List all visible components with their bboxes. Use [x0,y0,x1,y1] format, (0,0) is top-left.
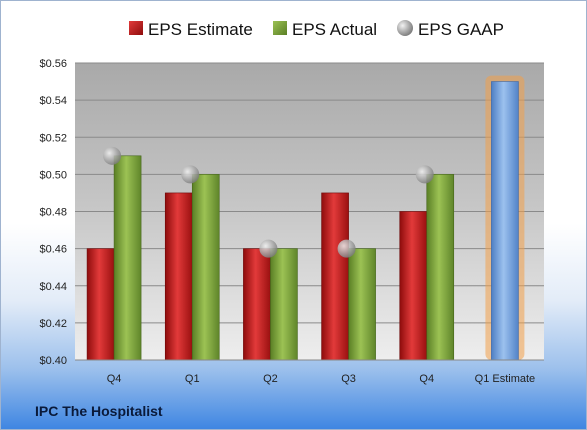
gaap-marker [337,239,356,258]
y-tick-label: $0.56 [39,58,67,70]
x-tick-label: Q1 [185,373,200,385]
gaap-marker [181,165,200,184]
bar-actual [348,248,376,361]
legend-label-gaap: EPS GAAP [418,20,504,39]
x-tick-label: Q2 [263,373,278,385]
bar-estimate [321,192,349,361]
x-tick-label: Q4 [107,373,122,385]
y-tick-label: $0.50 [39,169,67,181]
company-name: IPC The Hospitalist [35,403,163,419]
y-tick-label: $0.46 [39,244,67,256]
y-tick-label: $0.48 [39,207,67,219]
gaap-marker [103,146,122,165]
bar-actual [426,174,455,361]
legend-label-estimate: EPS Estimate [148,20,253,39]
x-axis: Q4 Q1 Q2 Q3 Q4 Q1 Estimate [107,373,535,385]
x-tick-label: Q1 Estimate [475,373,536,385]
x-tick-label: Q3 [341,373,356,385]
y-tick-label: $0.42 [39,318,67,330]
y-tick-label: $0.44 [39,281,67,293]
bar-estimate [243,248,271,361]
x-tick-label: Q4 [419,373,434,385]
legend-swatch-estimate [129,21,143,35]
bar-actual [270,248,298,361]
y-tick-label: $0.52 [39,132,67,144]
gaap-marker [259,239,278,258]
bar-actual [113,155,142,361]
bar-estimate [86,248,115,361]
bar-actual [191,174,220,361]
y-tick-label: $0.40 [39,355,67,367]
legend-swatch-gaap [397,20,413,36]
y-tick-label: $0.54 [39,95,67,107]
legend-swatch-actual [273,21,287,35]
bar-estimate [164,192,193,361]
bar-estimate [399,211,428,361]
bars [86,75,525,361]
gaap-marker [415,165,434,184]
gaap-markers [103,146,434,258]
y-axis: $0.40 $0.42 $0.44 $0.46 $0.48 $0.50 $0.52 $0.54… [39,58,67,367]
bar-estimate-forecast [491,81,519,361]
legend-label-actual: EPS Actual [292,20,377,39]
legend: EPS Estimate EPS Actual EPS GAAP [129,20,504,39]
